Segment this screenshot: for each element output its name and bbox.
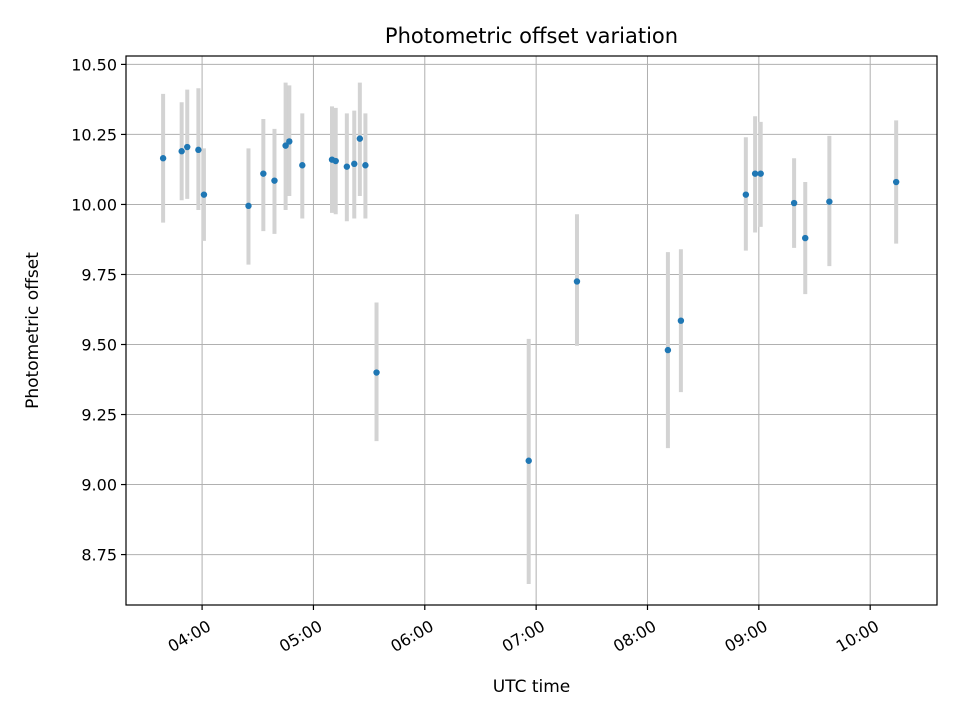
y-tick-label: 9.75 xyxy=(81,265,117,284)
data-point xyxy=(664,346,672,354)
y-tick-label: 9.25 xyxy=(81,406,117,425)
data-point xyxy=(200,191,208,198)
data-point xyxy=(802,234,809,242)
y-tick-label: 10.25 xyxy=(71,125,117,144)
data-point xyxy=(343,163,351,170)
data-point xyxy=(356,135,364,142)
plot-frame xyxy=(125,55,938,606)
y-axis-label: Photometric offset xyxy=(23,252,43,409)
data-point xyxy=(892,178,900,186)
y-axis-ticks: 8.75 9.00 9.25 9.50 9.75 10.00 10.25 10.50 xyxy=(71,55,126,565)
y-tick-label: 8.75 xyxy=(81,546,117,565)
data-point xyxy=(790,199,798,207)
data-point xyxy=(742,191,750,198)
y-tick-label: 9.00 xyxy=(81,476,117,495)
y-tick-label: 10.00 xyxy=(71,195,117,214)
data-point xyxy=(751,170,759,177)
data-point xyxy=(195,146,202,154)
data-points xyxy=(159,135,900,464)
y-tick-label: 9.50 xyxy=(81,336,117,355)
chart-title: Photometric offset variation xyxy=(385,24,678,48)
data-point xyxy=(677,317,685,324)
data-point xyxy=(260,170,267,177)
data-point xyxy=(159,155,167,162)
y-tick-label: 10.50 xyxy=(71,55,117,74)
data-point xyxy=(757,170,764,177)
x-axis-label: UTC time xyxy=(493,677,571,697)
data-point xyxy=(573,278,581,285)
data-point xyxy=(271,177,278,184)
data-point xyxy=(362,162,369,169)
data-point xyxy=(299,162,306,169)
data-point xyxy=(373,369,380,376)
data-point xyxy=(178,148,185,155)
data-point xyxy=(245,202,252,210)
data-point xyxy=(286,138,293,145)
data-point xyxy=(282,142,289,149)
data-point xyxy=(826,198,833,205)
data-point xyxy=(351,160,358,168)
data-point xyxy=(332,157,339,165)
data-point xyxy=(525,457,532,464)
data-point xyxy=(184,143,191,151)
